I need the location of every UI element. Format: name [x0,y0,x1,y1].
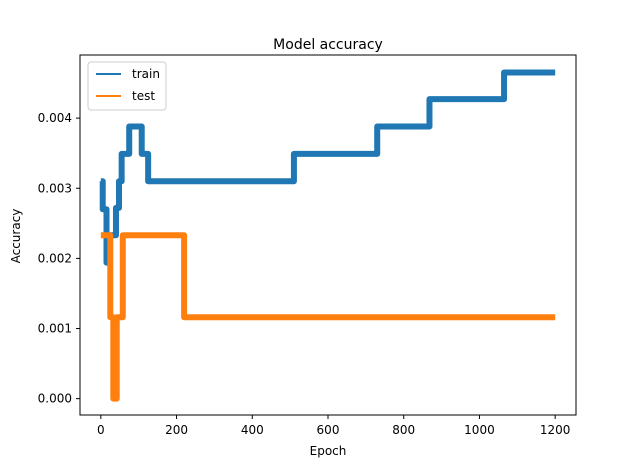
x-tick-label: 400 [241,423,264,437]
y-tick-label: 0.002 [38,251,72,265]
x-tick-label: 0 [97,423,105,437]
y-tick-label: 0.004 [38,111,72,125]
y-axis-label: Accuracy [9,209,23,264]
series-layer [99,69,556,402]
x-axis-label: Epoch [310,444,347,458]
legend-label-train: train [132,67,160,81]
x-tick-label: 600 [317,423,340,437]
x-tick-label: 1000 [464,423,495,437]
x-axis: 0 200 400 600 800 1000 1200 [97,415,570,437]
y-axis: 0.000 0.001 0.002 0.003 0.004 [38,111,80,406]
x-tick-label: 200 [165,423,188,437]
series-line-test [100,232,556,402]
y-tick-label: 0.003 [38,181,72,195]
legend: train test [87,61,167,111]
legend-label-test: test [132,89,155,103]
x-tick-label: 1200 [540,423,571,437]
y-tick-label: 0.000 [38,392,72,406]
plot-area [79,54,577,416]
chart-title: Model accuracy [273,37,383,53]
y-tick-label: 0.001 [38,322,72,336]
x-tick-label: 800 [392,423,415,437]
